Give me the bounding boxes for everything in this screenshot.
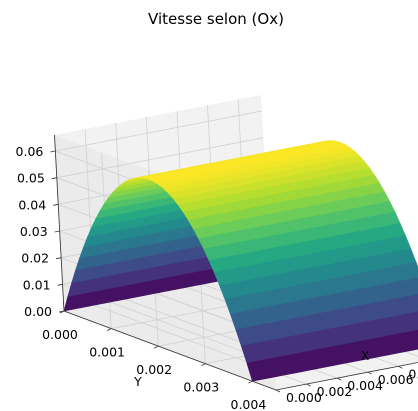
z-tick-label: 0.04	[18, 197, 46, 212]
x-tick-mark	[337, 377, 342, 381]
z-tick-mark	[53, 203, 59, 206]
z-tick-label: 0.06	[16, 144, 44, 159]
grid-z-back	[55, 110, 262, 152]
x-tick-label: 0.004	[347, 378, 383, 393]
x-tick-mark	[306, 383, 311, 387]
z-tick-mark	[51, 177, 57, 180]
tick-labels: 0.0000.0020.0040.0060.0080.0100.0120.000…	[16, 144, 418, 411]
surface-mesh	[63, 140, 418, 382]
z-tick-label: 0.03	[20, 224, 48, 239]
x-tick-mark	[367, 371, 372, 375]
z-tick-label: 0.01	[23, 277, 51, 292]
y-tick-mark	[201, 363, 206, 367]
grid-z-back	[56, 137, 264, 179]
y-tick-label: 0.002	[136, 362, 172, 377]
x-tick-label: 0.006	[378, 372, 414, 387]
x-tick-label: 0.002	[317, 384, 353, 399]
x-axis-label: X	[361, 348, 370, 363]
axis-lines	[50, 134, 418, 393]
z-tick-mark	[57, 283, 63, 286]
z-tick-label: 0.02	[21, 251, 49, 266]
z-tick-mark	[50, 150, 56, 153]
z-tick-label: 0.00	[24, 304, 52, 319]
z-tick-mark	[54, 230, 60, 233]
chart-title: Vitesse selon (Ox)	[148, 10, 284, 28]
y-tick-label: 0.003	[183, 380, 219, 395]
x-tick-mark	[398, 365, 403, 369]
x-tick-mark	[275, 389, 281, 393]
x-tick-label: 0.000	[286, 390, 322, 405]
y-tick-label: 0.001	[89, 345, 125, 360]
z-tick-mark	[56, 257, 62, 260]
y-axis-line	[63, 310, 277, 391]
y-axis-label: Y	[133, 374, 142, 389]
y-tick-mark	[106, 328, 112, 331]
z-tick-label: 0.05	[17, 171, 45, 186]
z-axis-line	[54, 134, 65, 312]
z-tick-mark	[58, 310, 65, 313]
x-axis-line	[275, 362, 418, 391]
x-tick-label: 0.008	[408, 366, 418, 381]
y-tick-mark	[154, 345, 159, 349]
y-tick-label: 0.004	[231, 397, 267, 411]
y-tick-label: 0.000	[42, 327, 78, 342]
y-tick-mark	[248, 380, 253, 384]
surface-patch	[246, 361, 261, 382]
